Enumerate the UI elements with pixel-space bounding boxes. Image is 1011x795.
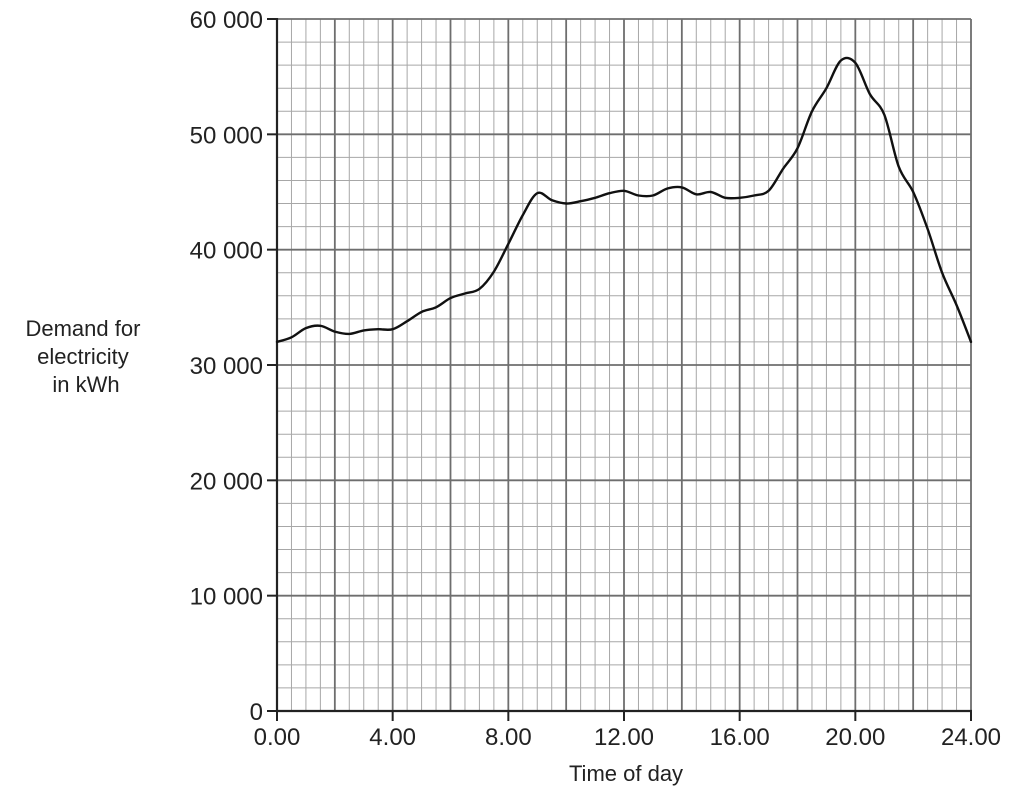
y-axis-title-line-2: electricity: [37, 344, 129, 369]
major-grid: [276, 18, 972, 712]
y-axis-title-line-3: in kWh: [52, 372, 119, 397]
x-tick-labels: 0.00 4.00 8.00 12.00 16.00 20.00 24.00: [254, 724, 1001, 751]
x-tick-label: 4.00: [369, 724, 416, 751]
y-axis-title-line-1: Demand for: [25, 316, 140, 341]
y-tick-label: 20 000: [190, 468, 263, 495]
y-tick-labels: 0 10 000 20 000 30 000 40 000 50 000 60 000: [190, 7, 263, 726]
y-tick-label: 50 000: [190, 122, 263, 149]
x-tick-label: 20.00: [825, 724, 885, 751]
y-axis-title: Demand for electricity in kWh: [25, 316, 146, 397]
series-group: [275, 56, 973, 344]
axes: [267, 18, 972, 721]
x-tick-label: 0.00: [254, 724, 301, 751]
y-tick-label: 60 000: [190, 7, 263, 34]
y-tick-label: 40 000: [190, 238, 263, 265]
x-tick-label: 12.00: [594, 724, 654, 751]
x-axis-title: Time of day: [569, 761, 683, 786]
y-tick-label: 10 000: [190, 584, 263, 611]
y-tick-label: 30 000: [190, 353, 263, 380]
x-tick-label: 24.00: [941, 724, 1001, 751]
y-tick-label: 0: [250, 699, 263, 726]
demand-series-line: [275, 56, 973, 344]
x-tick-label: 16.00: [710, 724, 770, 751]
x-tick-label: 8.00: [485, 724, 532, 751]
